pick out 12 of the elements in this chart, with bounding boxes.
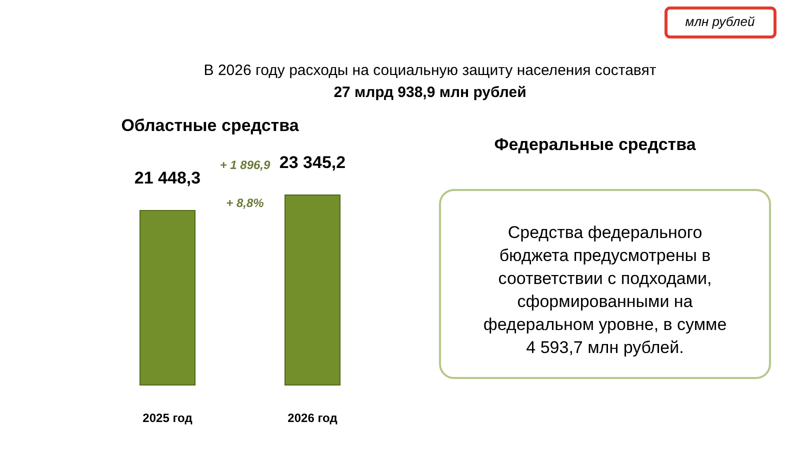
x-tick-label: 2025 год — [142, 411, 193, 425]
text: В 2026 году расходы на социальную защиту населения составят — [204, 62, 656, 79]
text: Федеральные средства — [494, 135, 696, 154]
text: Областные средства — [121, 116, 300, 135]
text: 27 млрд 938,9 млн рублей — [334, 84, 526, 101]
x-tick-label: 2026 год — [288, 411, 338, 425]
data-label: 21 448,3 — [134, 168, 201, 188]
text: Средства федерального бюджета предусмотрены в соответствии с подходами, сформированными на федеральном уровне, в сумме 4 593,7 млн рублей. — [483, 223, 727, 357]
text: + 1 896,9 — [220, 158, 271, 172]
text: млн рублей — [685, 14, 755, 29]
annotation: + 8,8% — [226, 196, 264, 210]
data-label: 23 345,2 — [279, 153, 346, 172]
